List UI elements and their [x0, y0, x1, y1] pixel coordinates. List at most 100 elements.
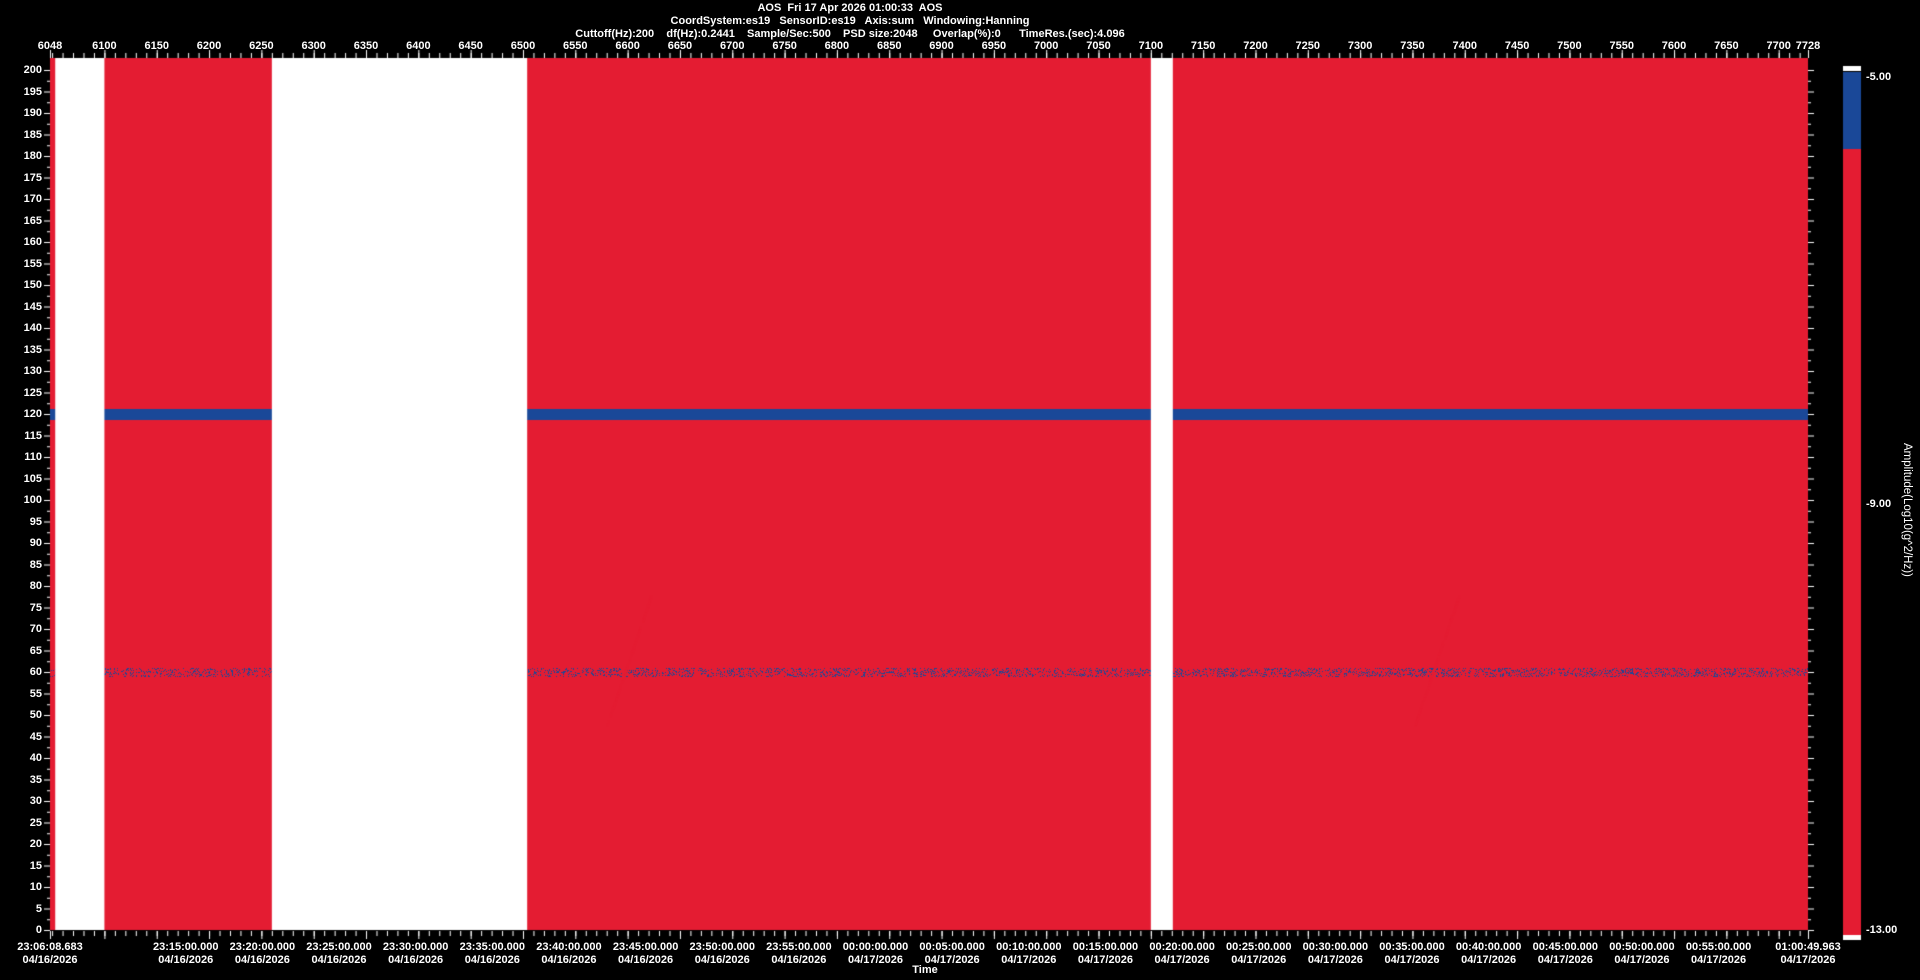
top-axis-label: 7700 [1766, 40, 1791, 52]
time-label-time: 00:00:00.000 [842, 941, 909, 953]
left-axis-label: 160 [23, 236, 42, 248]
top-axis-label: 7000 [1033, 40, 1059, 52]
top-axis-label: 6800 [824, 40, 850, 52]
top-axis-label: 6048 [37, 40, 63, 52]
left-axis-label: 185 [23, 128, 42, 141]
left-axis-label: 115 [24, 429, 42, 442]
time-label-date: 04/17/2026 [1154, 954, 1210, 966]
top-axis-label: 7050 [1086, 40, 1111, 52]
left-axis-label: 110 [24, 451, 42, 463]
left-axis-label: 90 [29, 537, 42, 549]
left-axis-label: 180 [23, 150, 42, 162]
time-label-date: 04/16/2026 [234, 954, 290, 966]
time-label: 00:25:00.000 04/17/2026 [1226, 941, 1291, 967]
time-label: 23:40:00.000 04/16/2026 [536, 941, 601, 967]
left-axis-label: 200 [23, 64, 42, 76]
time-label-time: 23:35:00.000 [459, 941, 526, 953]
left-axis-label: 130 [23, 365, 42, 377]
top-axis-label: 7400 [1452, 40, 1478, 52]
time-label-date: 04/16/2026 [311, 954, 367, 966]
time-label-time: 23:40:00.000 [536, 941, 602, 953]
time-label: 01:00:49.963 04/17/2026 [1775, 941, 1840, 967]
top-axis-label: 6600 [615, 40, 640, 52]
left-axis-label: 15 [29, 859, 42, 872]
top-axis-label: 7200 [1243, 40, 1268, 52]
time-label-date: 04/17/2026 [1780, 954, 1836, 966]
time-label: 23:30:00.000 04/16/2026 [383, 941, 448, 967]
left-axis-label: 45 [29, 730, 42, 743]
time-label: 00:45:00.000 04/17/2026 [1533, 941, 1598, 967]
left-axis-label: 165 [23, 214, 42, 227]
time-label-date: 04/16/2026 [388, 954, 444, 966]
left-axis-label: 145 [23, 300, 42, 313]
time-label: 00:15:00.000 04/17/2026 [1073, 941, 1138, 967]
left-axis-label: 50 [29, 709, 42, 721]
time-label-date: 04/17/2026 [1537, 954, 1593, 966]
time-label: 23:45:00.000 04/16/2026 [613, 941, 678, 967]
time-label-time: 00:45:00.000 [1532, 941, 1599, 953]
top-axis-label: 7100 [1138, 40, 1164, 52]
time-label-date: 04/17/2026 [1614, 954, 1670, 966]
time-label: 00:55:00.000 04/17/2026 [1686, 941, 1751, 967]
top-axis-label: 7500 [1557, 40, 1582, 52]
time-label-time: 00:20:00.000 [1149, 941, 1215, 953]
top-axis-label: 7150 [1190, 40, 1216, 52]
left-axis-label: 105 [23, 472, 42, 485]
time-label: 23:55:00.000 04/16/2026 [766, 941, 831, 967]
left-axis-label: 150 [23, 279, 42, 291]
left-axis-label: 60 [29, 666, 42, 678]
time-label-date: 04/16/2026 [464, 954, 520, 966]
time-label: 00:20:00.000 04/17/2026 [1149, 941, 1214, 967]
left-axis-label: 0 [35, 924, 42, 936]
top-axis-label: 7600 [1661, 40, 1687, 52]
time-label: 23:50:00.000 04/16/2026 [690, 941, 755, 967]
top-axis-label: 6650 [667, 40, 693, 52]
top-axis-label: 6750 [772, 40, 797, 52]
time-label-date: 04/17/2026 [1384, 954, 1440, 966]
left-axis-label: 25 [29, 816, 42, 829]
left-axis-label: 170 [23, 193, 42, 205]
top-axis-label: 6250 [249, 40, 274, 52]
header-config-line2: Cuttoff(Hz):200 df(Hz):0.2441 Sample/Sec… [575, 28, 1125, 40]
top-axis-label: 6400 [406, 40, 431, 52]
time-label-date: 04/16/2026 [694, 954, 750, 966]
time-label-time: 00:30:00.000 [1302, 941, 1369, 953]
time-label-time: 00:50:00.000 [1609, 941, 1675, 953]
top-axis-label: 6100 [92, 40, 117, 52]
time-label-time: 00:40:00.000 [1455, 941, 1522, 953]
time-label-time: 23:25:00.000 [306, 941, 372, 953]
time-label-date: 04/16/2026 [541, 954, 597, 966]
time-label-date: 04/17/2026 [1691, 954, 1747, 966]
top-axis-label: 7250 [1295, 40, 1321, 52]
colorbar-tick-label: -5.00 [1866, 71, 1892, 83]
time-label-time: 23:30:00.000 [382, 941, 449, 953]
time-label-time: 23:15:00.000 [153, 941, 219, 953]
time-label-date: 04/16/2026 [771, 954, 827, 966]
time-label: 00:40:00.000 04/17/2026 [1456, 941, 1521, 967]
left-axis-label: 195 [23, 85, 42, 98]
time-label-time: 00:55:00.000 [1685, 941, 1752, 953]
top-axis-label: 7350 [1400, 40, 1425, 52]
left-axis-label: 155 [23, 257, 42, 270]
left-axis-label: 190 [23, 107, 42, 119]
time-label-time: 23:20:00.000 [229, 941, 296, 953]
left-axis-label: 125 [23, 386, 42, 399]
left-axis-label: 65 [29, 644, 42, 657]
time-label-time: 23:50:00.000 [689, 941, 755, 953]
left-axis-label: 120 [23, 408, 42, 420]
left-axis-label: 30 [29, 795, 42, 807]
top-axis-label: 6850 [876, 40, 902, 52]
left-axis-label: 175 [23, 171, 42, 184]
time-label: 00:00:00.000 04/17/2026 [843, 941, 908, 967]
time-label: 23:06:08.683 04/16/2026 [17, 941, 82, 967]
top-axis-label: 6300 [301, 40, 326, 52]
time-label: 23:15:00.000 04/16/2026 [153, 941, 218, 967]
left-axis-label: 135 [23, 343, 42, 356]
top-axis-label: 6150 [144, 40, 169, 52]
time-label-time: 00:05:00.000 [919, 941, 985, 953]
time-label-date: 04/16/2026 [158, 954, 214, 966]
time-label-date: 04/16/2026 [618, 954, 674, 966]
time-label-time: 23:06:08.683 [17, 941, 83, 953]
left-axis-label: 10 [29, 881, 42, 893]
